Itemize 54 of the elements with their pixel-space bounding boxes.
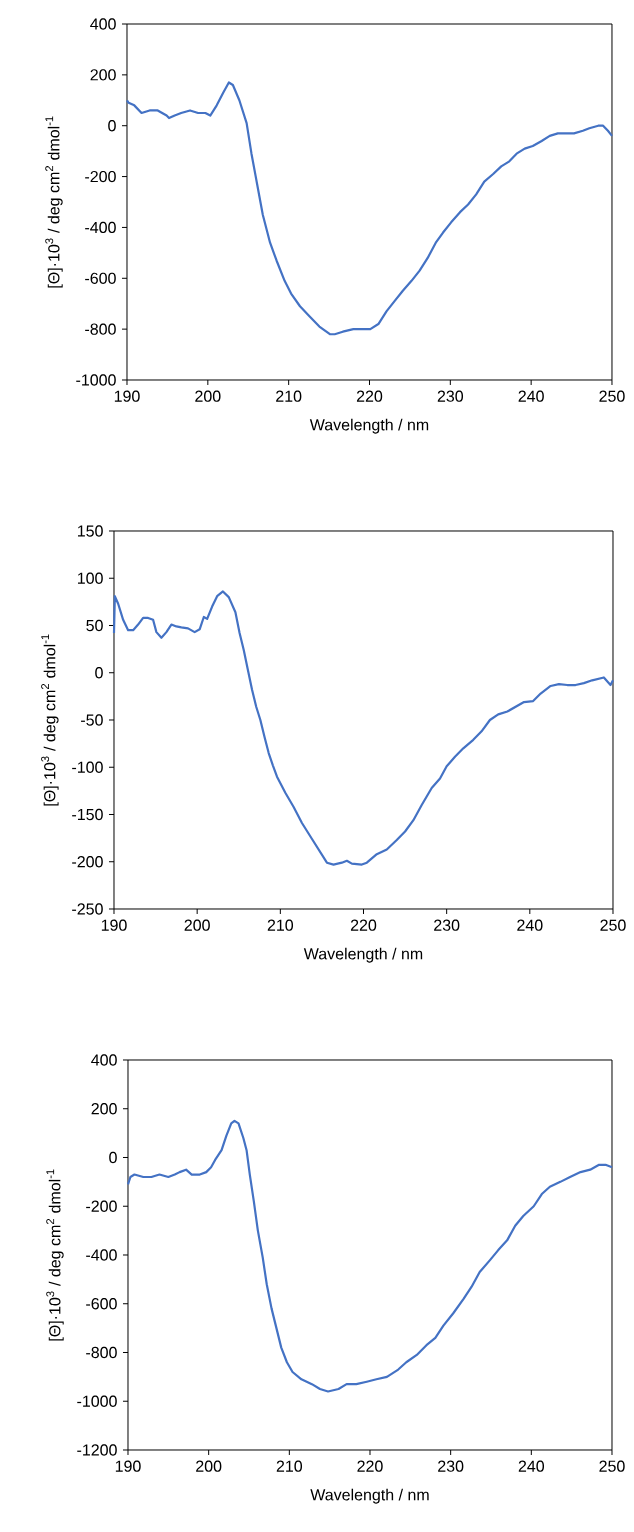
y-axis-title: [Θ]·10$^{3}$ / deg cm$^{2}$ dmol$^{-1}$ <box>46 1169 64 1341</box>
x-tick-label: 240 <box>517 919 543 931</box>
x-tick-label: 220 <box>356 390 383 402</box>
y-tick-label: -250 <box>72 903 103 915</box>
y-tick-label: 200 <box>91 1103 117 1115</box>
y-tick-label: 200 <box>90 69 116 81</box>
x-tick-label: 200 <box>195 390 221 402</box>
x-axis-title: Wavelength / nm <box>310 1488 429 1504</box>
y-tick-label: -200 <box>86 1200 117 1212</box>
y-tick-label: -200 <box>72 856 103 868</box>
y-axis-title: [Θ]·10$^{3}$ / deg cm$^{2}$ dmol$^{-1}$ <box>45 116 63 288</box>
y-tick-label: -800 <box>85 323 116 335</box>
y-tick-label: 50 <box>86 619 103 632</box>
y-tick-label: -1000 <box>76 374 116 386</box>
y-tick-label: -1000 <box>77 1395 117 1407</box>
x-tick-label: 210 <box>276 390 302 402</box>
line-series <box>126 1119 614 1393</box>
x-tick-label: 190 <box>114 390 140 402</box>
x-axis-title: Wavelength / nm <box>303 947 423 963</box>
x-tick-label: 230 <box>438 1460 464 1472</box>
x-tick-label: 250 <box>599 390 625 402</box>
y-axis-title: [Θ]·10$^{3}$ / deg cm$^{2}$ dmol$^{-1}$ <box>41 634 59 806</box>
x-tick-label: 220 <box>350 919 377 931</box>
x-tick-label: 210 <box>267 919 294 931</box>
y-tick-label: 150 <box>77 525 103 537</box>
x-tick-label: 240 <box>518 1460 545 1472</box>
y-tick-label: -600 <box>85 272 116 284</box>
y-tick-label: 400 <box>90 18 116 30</box>
y-tick-label: -400 <box>86 1249 117 1261</box>
x-tick-label: 190 <box>115 1460 141 1472</box>
y-tick-label: -400 <box>85 221 116 234</box>
y-tick-label: 400 <box>91 1054 117 1066</box>
x-tick-label: 230 <box>434 919 460 931</box>
y-tick-label: -200 <box>85 170 116 183</box>
y-tick-label: -150 <box>72 808 103 821</box>
y-tick-label: 0 <box>108 120 116 132</box>
x-tick-label: 200 <box>184 919 210 931</box>
x-tick-label: 230 <box>437 390 464 402</box>
y-tick-label: -50 <box>81 714 103 726</box>
x-tick-label: 240 <box>518 390 544 402</box>
x-tick-label: 210 <box>276 1460 303 1472</box>
y-tick-label: -100 <box>72 761 103 773</box>
x-tick-label: 200 <box>196 1460 222 1472</box>
x-tick-label: 250 <box>600 919 626 931</box>
x-tick-label: 220 <box>357 1460 383 1472</box>
y-tick-label: -1200 <box>77 1444 117 1456</box>
y-tick-label: 0 <box>109 1151 117 1164</box>
y-tick-label: 0 <box>95 667 103 679</box>
y-tick-label: 100 <box>77 572 103 584</box>
y-tick-label: -800 <box>86 1346 117 1359</box>
x-tick-label: 250 <box>599 1460 625 1472</box>
x-tick-label: 190 <box>101 919 127 931</box>
y-tick-label: -600 <box>86 1298 117 1310</box>
x-axis-title: Wavelength / nm <box>309 418 429 434</box>
